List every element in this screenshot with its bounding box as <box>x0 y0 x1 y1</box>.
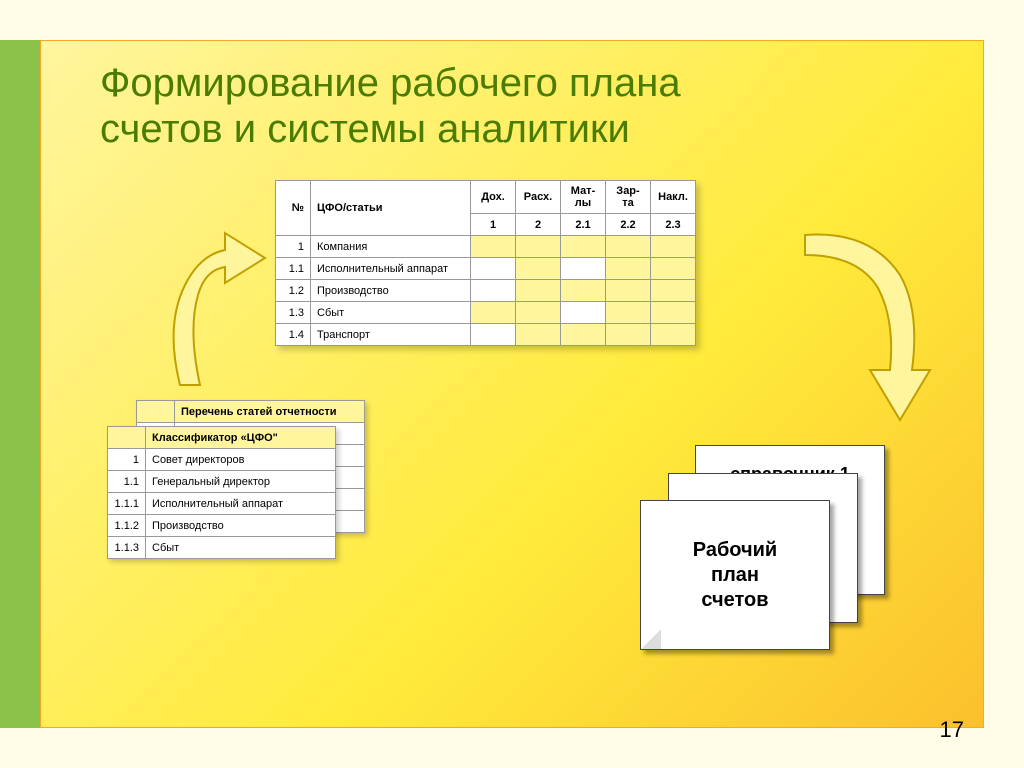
back-table-header: Перечень статей отчетности <box>175 401 365 423</box>
table-header-row-1: № ЦФО/статьи Дох. Расх. Мат-лы Зар-та На… <box>276 181 696 214</box>
table-row: 1.2Производство <box>276 280 696 302</box>
table-row: 1.1.3Сбыт <box>108 537 336 559</box>
card-working-plan: Рабочий план счетов <box>640 500 830 650</box>
arrow-right <box>800 220 940 430</box>
table-row: 1.1Генеральный директор <box>108 471 336 493</box>
table-row: 1.3Сбыт <box>276 302 696 324</box>
table-row: 1Совет директоров <box>108 449 336 471</box>
main-table: № ЦФО/статьи Дох. Расх. Мат-лы Зар-та На… <box>275 180 696 346</box>
table-row: 1.4Транспорт <box>276 324 696 346</box>
slide-title: Формирование рабочего плана счетов и сис… <box>100 60 681 152</box>
col-name: ЦФО/статьи <box>311 181 471 236</box>
table-row: 1.1.1Исполнительный аппарат <box>108 493 336 515</box>
classifier-table: Классификатор «ЦФО" 1Совет директоров1.1… <box>107 426 336 559</box>
col-num: № <box>276 181 311 236</box>
table-row: 1.1.2Производство <box>108 515 336 537</box>
table-row: 1.1Исполнительный аппарат <box>276 258 696 280</box>
arrow-left <box>150 225 270 390</box>
front-table-header: Классификатор «ЦФО" <box>146 427 336 449</box>
green-sidebar <box>0 40 40 728</box>
table-row: 1Компания <box>276 236 696 258</box>
page-number: 17 <box>940 717 964 743</box>
title-line-1: Формирование рабочего плана <box>100 60 681 106</box>
title-line-2: счетов и системы аналитики <box>100 106 681 152</box>
document-stack: справочник 1 Рабочий план счетов <box>640 445 890 645</box>
